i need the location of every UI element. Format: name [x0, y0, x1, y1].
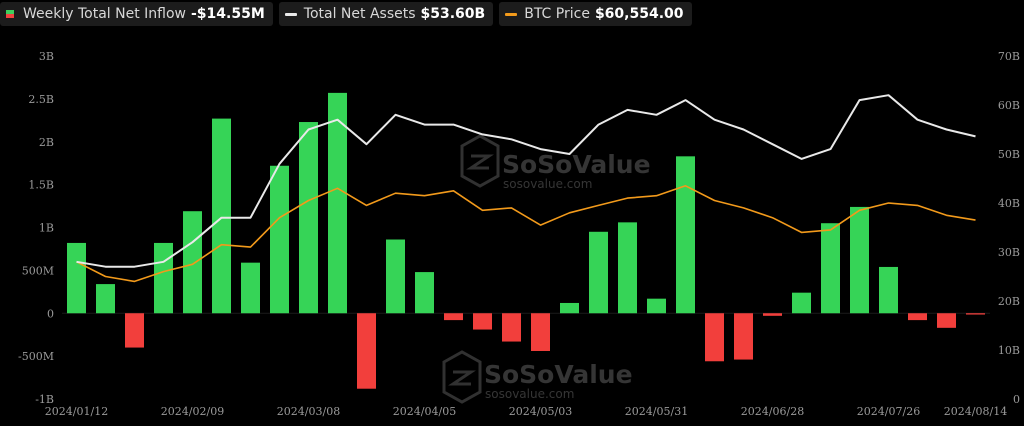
inflow-bar-positive [241, 262, 260, 314]
inflow-bar-positive [96, 284, 115, 314]
right-axis-tick-label: 0 [1013, 393, 1020, 406]
watermark-url: sosovalue.com [503, 177, 592, 191]
right-axis-tick-label: 60B [998, 99, 1020, 112]
inflow-bar-positive [270, 165, 289, 314]
legend-assets-value: $53.60B [420, 6, 486, 22]
x-axis-tick-label: 2024/05/03 [509, 405, 572, 418]
inflow-bar-positive [647, 298, 666, 314]
inflow-bar-negative [502, 313, 521, 342]
total-net-assets-line [76, 94, 976, 268]
watermark-brand: SoSoValue [484, 360, 633, 389]
watermark-logo-icon [442, 350, 482, 404]
right-axis-tick-label: 40B [998, 197, 1020, 210]
right-axis-tick-label: 50B [998, 148, 1020, 161]
legend-inflow-label: Weekly Total Net Inflow [23, 6, 186, 22]
inflow-bar-positive [676, 156, 695, 314]
right-axis-tick-label: 70B [998, 50, 1020, 63]
left-axis-tick-label: 2.5B [28, 93, 54, 106]
inflow-bar-positive [183, 211, 202, 314]
inflow-bar-positive [879, 266, 898, 314]
inflow-bar-negative [937, 313, 956, 328]
inflow-bar-positive [328, 92, 347, 314]
inflow-bar-negative [908, 313, 927, 321]
watermark-bottom: SoSoValue sosovalue.com [442, 350, 633, 404]
left-axis-tick-label: 500M [22, 264, 54, 277]
watermark-url: sosovalue.com [485, 387, 574, 401]
left-axis-tick-label: 1.5B [28, 179, 54, 192]
x-axis-tick-label: 2024/08/14 [944, 405, 1007, 418]
x-axis-tick-label: 2024/04/05 [393, 405, 456, 418]
x-axis-tick-label: 2024/01/12 [45, 405, 108, 418]
inflow-bar-positive [415, 272, 434, 314]
inflow-bar-positive [299, 122, 318, 314]
inflow-bar-negative [763, 313, 782, 316]
btc-line-swatch-icon [505, 12, 518, 16]
btc-price-line [76, 185, 976, 283]
legend-item-assets[interactable]: Total Net Assets $53.60B [278, 2, 494, 26]
inflow-bar-negative [734, 313, 753, 360]
right-axis-tick-label: 30B [998, 246, 1020, 259]
axes: 3B 2.5B 2B 1.5B 1B 500M 0 -500M -1B 70B 60B 50B 40B 3… [18, 50, 1020, 418]
left-axis-tick-label: 3B [39, 50, 54, 63]
bars [67, 92, 985, 389]
right-axis-tick-label: 10B [998, 344, 1020, 357]
inflow-bar-positive [850, 206, 869, 314]
x-axis-tick-label: 2024/07/26 [857, 405, 920, 418]
inflow-bar-negative [705, 313, 724, 362]
inflow-bar-positive [821, 223, 840, 314]
inflow-bar-positive [589, 231, 608, 314]
lines [76, 94, 976, 283]
left-axis-tick-label: 2B [39, 136, 54, 149]
legend-inflow-value: -$14.55M [191, 6, 265, 22]
inflow-bar-negative [444, 313, 463, 321]
x-axis-tick-label: 2024/03/08 [277, 405, 340, 418]
right-axis-tick-label: 20B [998, 295, 1020, 308]
inflow-swatch-icon [6, 10, 14, 18]
x-axis-tick-label: 2024/02/09 [161, 405, 224, 418]
inflow-bar-negative [357, 313, 376, 389]
inflow-bar-positive [792, 292, 811, 314]
inflow-bar-positive [67, 242, 86, 314]
inflow-bar-negative [125, 313, 144, 348]
left-axis-tick-label: 1B [39, 222, 54, 235]
x-axis-tick-label: 2024/05/31 [625, 405, 688, 418]
inflow-bar-positive [618, 222, 637, 314]
x-axis-tick-label: 2024/06/28 [741, 405, 804, 418]
inflow-bar-positive [212, 118, 231, 314]
watermark-brand: SoSoValue [502, 150, 651, 179]
watermark-top: SoSoValue sosovalue.com [460, 134, 651, 191]
legend-item-inflow[interactable]: Weekly Total Net Inflow -$14.55M [0, 2, 273, 26]
inflow-bar-positive [386, 239, 405, 314]
left-axis-tick-label: -1B [35, 393, 54, 406]
chart-legend: Weekly Total Net Inflow -$14.55M Total N… [0, 2, 692, 28]
assets-line-swatch-icon [284, 12, 297, 16]
inflow-bar-positive [560, 302, 579, 314]
inflow-bar-negative [473, 313, 492, 330]
legend-btc-label: BTC Price [524, 6, 590, 22]
inflow-bar-positive [154, 242, 173, 314]
legend-item-btc[interactable]: BTC Price $60,554.00 [499, 2, 692, 26]
legend-btc-value: $60,554.00 [594, 6, 684, 22]
legend-assets-label: Total Net Assets [303, 6, 416, 22]
left-axis-tick-label: -500M [18, 350, 54, 363]
watermark-logo-icon [460, 134, 500, 188]
inflow-bar-negative [531, 313, 550, 351]
left-axis-tick-label: 0 [47, 307, 54, 320]
inflow-bar-negative [966, 313, 985, 315]
